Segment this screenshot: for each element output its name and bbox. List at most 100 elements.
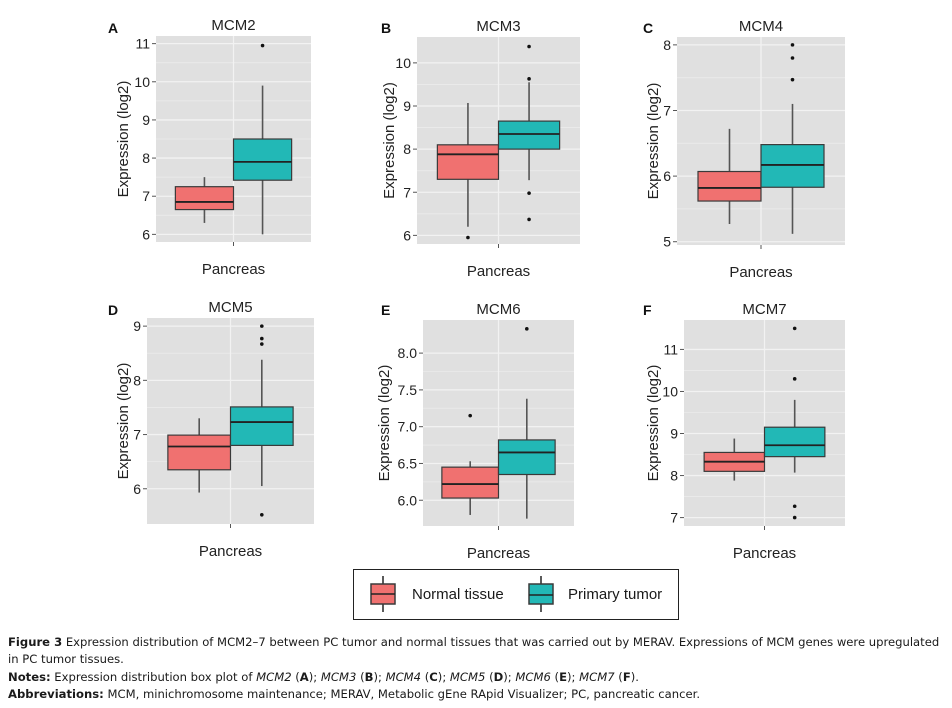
- panel-title: MCM2: [211, 17, 255, 34]
- outlier-point-tumor: [527, 191, 531, 195]
- figure-label: Figure 3: [8, 635, 63, 649]
- y-axis-label: Expression (log2): [645, 83, 662, 200]
- box-tumor: [760, 144, 825, 188]
- box-normal: [167, 434, 232, 471]
- outlier-point-tumor: [527, 217, 531, 222]
- notes-panel-letter: F: [622, 670, 631, 684]
- y-tick-label: 10: [395, 55, 411, 71]
- y-tick-label: 7.5: [398, 382, 418, 398]
- panel-f: 7 8 9 10 11 F MCM7 Pancreas Expression (log2): [643, 301, 845, 562]
- y-axis-label: Expression (log2): [376, 365, 393, 482]
- x-axis-label: Pancreas: [467, 263, 530, 280]
- y-tick-label: 6.0: [398, 492, 418, 508]
- outlier-point-tumor: [260, 342, 264, 346]
- notes-label: Notes:: [8, 670, 51, 684]
- panel-c: 5 6 7 8C MCM4 Pancreas Expression (log2): [643, 18, 845, 281]
- panel-title: MCM5: [208, 299, 252, 316]
- notes-gene: MCM4: [385, 670, 422, 684]
- panel-title: MCM6: [476, 301, 520, 318]
- panel-letter: D: [108, 302, 118, 318]
- panel-b: 6 7 8 9 10 B MCM3 Pancreas Expression (log2): [381, 18, 580, 280]
- y-tick-label: 5: [663, 234, 671, 250]
- panel-a: 6 7 8 9 10 11 A MCM2 Pancreas Expression (log2): [108, 17, 311, 278]
- outlier-point-tumor: [527, 77, 531, 81]
- box-tumor: [497, 120, 561, 150]
- box-normal: [697, 170, 762, 202]
- notes-gene: MCM7: [579, 670, 615, 684]
- notes-panel-letter: D: [493, 670, 504, 684]
- legend-swatch-normal-icon: [370, 576, 396, 612]
- y-tick-label: 6.5: [398, 455, 418, 471]
- panel-title: MCM4: [739, 18, 783, 35]
- figure-abbreviations: Abbreviations: MCM, minichromosome maint…: [8, 686, 948, 703]
- y-tick-label: 8: [670, 468, 678, 484]
- outlier-point-tumor: [792, 504, 797, 509]
- notes-panel-letter: E: [559, 670, 567, 684]
- y-tick-label: 9: [403, 98, 411, 114]
- panel-title: MCM3: [476, 18, 520, 35]
- box-normal: [441, 466, 500, 499]
- outlier-point-tumor: [792, 326, 797, 331]
- y-tick-label: 8: [133, 372, 141, 388]
- box-normal: [174, 186, 235, 211]
- box-tumor: [232, 138, 293, 181]
- y-axis-label: Expression (log2): [381, 82, 398, 199]
- outlier-point-tumor: [790, 43, 795, 47]
- notes-gene: MCM2: [256, 670, 292, 684]
- y-tick-label: 7: [142, 188, 150, 204]
- y-tick-label: 6: [142, 226, 150, 242]
- y-tick-label: 10: [662, 383, 678, 399]
- notes-panel-letter: C: [429, 670, 438, 684]
- outlier-point-tumor: [525, 327, 529, 331]
- outlier-point-tumor: [792, 377, 797, 381]
- outlier-point-tumor: [260, 43, 265, 48]
- notes-list: MCM2 (A); MCM3 (B); MCM4 (C); MCM5 (D); …: [256, 670, 639, 684]
- panel-title: MCM7: [742, 301, 786, 318]
- y-tick-label: 9: [142, 112, 150, 128]
- outlier-point-normal: [466, 235, 470, 240]
- notes-panel-letter: B: [364, 670, 374, 684]
- y-tick-label: 9: [670, 426, 678, 442]
- outlier-point-tumor: [260, 324, 264, 328]
- legend-item-normal: Normal tissue: [368, 570, 504, 618]
- legend-item-tumor: Primary tumor: [526, 570, 662, 618]
- notes-panel-letter: A: [299, 670, 309, 684]
- notes-gene: MCM5: [449, 670, 486, 684]
- legend-label-tumor: Primary tumor: [568, 585, 663, 603]
- panel-letter: E: [381, 302, 390, 318]
- y-tick-label: 7: [403, 184, 411, 200]
- y-tick-label: 11: [135, 36, 150, 52]
- x-axis-label: Pancreas: [467, 545, 530, 562]
- y-tick-label: 7: [670, 510, 678, 526]
- y-tick-label: 6: [403, 227, 411, 243]
- abbreviations-text: MCM, minichromosome maintenance; MERAV, …: [103, 687, 701, 701]
- outlier-point-tumor: [260, 512, 264, 517]
- figure-notes: Notes: Expression distribution box plot …: [8, 669, 948, 686]
- outlier-point-tumor: [792, 515, 797, 520]
- y-tick-label: 8: [403, 141, 411, 157]
- figure-caption: Figure 3 Expression distribution of MCM2…: [8, 634, 948, 668]
- y-tick-label: 8.0: [398, 345, 418, 361]
- y-axis-label: Expression (log2): [115, 363, 132, 480]
- y-tick-label: 11: [663, 341, 678, 357]
- box-normal: [436, 144, 500, 180]
- panel-letter: B: [381, 20, 391, 36]
- outlier-point-tumor: [260, 336, 264, 341]
- y-tick-label: 6: [663, 168, 671, 184]
- notes-gene: MCM6: [515, 670, 551, 684]
- figure-caption-text: Expression distribution of MCM2–7 betwee…: [8, 635, 940, 666]
- outlier-point-tumor: [790, 56, 795, 60]
- notes-prefix: Expression distribution box plot of: [50, 670, 257, 684]
- y-tick-label: 8: [142, 150, 150, 166]
- y-tick-label: 8: [663, 37, 671, 53]
- panel-d: 6 7 8 9D MCM5 Pancreas Expression (log2): [108, 299, 314, 560]
- notes-gene: MCM3: [320, 670, 357, 684]
- y-tick-label: 7: [133, 427, 141, 443]
- box-tumor: [763, 426, 826, 458]
- x-axis-label: Pancreas: [202, 261, 265, 278]
- panel-letter: C: [643, 20, 653, 36]
- y-tick-label: 7.0: [398, 419, 418, 435]
- panel-letter: F: [643, 302, 652, 318]
- x-axis-label: Pancreas: [733, 545, 796, 562]
